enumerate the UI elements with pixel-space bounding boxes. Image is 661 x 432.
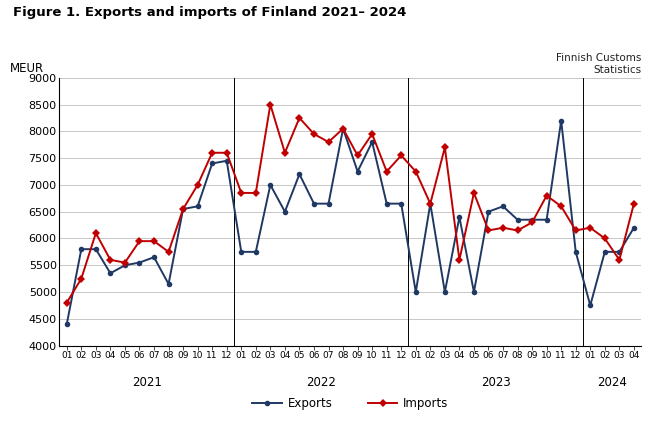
Exports bbox=[368, 140, 376, 145]
Text: 2024: 2024 bbox=[597, 376, 627, 389]
Imports bbox=[295, 115, 303, 121]
Exports bbox=[514, 217, 522, 222]
Imports bbox=[92, 231, 100, 236]
Imports bbox=[572, 228, 580, 233]
Exports bbox=[63, 321, 71, 327]
Exports bbox=[295, 172, 303, 177]
Text: Figure 1. Exports and imports of Finland 2021– 2024: Figure 1. Exports and imports of Finland… bbox=[13, 6, 407, 19]
Exports bbox=[528, 217, 536, 222]
Exports bbox=[252, 249, 260, 254]
Text: MEUR: MEUR bbox=[10, 62, 44, 75]
Imports bbox=[543, 193, 551, 198]
Exports bbox=[354, 169, 362, 174]
Imports bbox=[339, 126, 347, 131]
Exports bbox=[441, 289, 449, 295]
Exports bbox=[92, 247, 100, 252]
Imports bbox=[368, 131, 376, 137]
Exports bbox=[455, 214, 463, 219]
Line: Imports: Imports bbox=[64, 102, 637, 305]
Exports bbox=[557, 118, 565, 123]
Text: 2023: 2023 bbox=[481, 376, 511, 389]
Imports bbox=[412, 169, 420, 174]
Exports bbox=[325, 201, 332, 206]
Text: Finnish Customs
Statistics: Finnish Customs Statistics bbox=[556, 53, 641, 75]
Exports bbox=[383, 201, 391, 206]
Imports bbox=[601, 236, 609, 241]
Exports bbox=[615, 249, 623, 254]
Text: 2022: 2022 bbox=[306, 376, 336, 389]
Imports bbox=[165, 249, 173, 254]
Exports bbox=[136, 260, 143, 265]
Imports bbox=[223, 150, 231, 156]
Imports bbox=[106, 257, 114, 263]
Imports bbox=[63, 300, 71, 305]
Imports bbox=[150, 238, 158, 244]
Imports bbox=[136, 238, 143, 244]
Exports bbox=[470, 289, 478, 295]
Line: Exports: Exports bbox=[64, 118, 637, 327]
Imports bbox=[77, 276, 85, 281]
Imports bbox=[354, 153, 362, 158]
Imports bbox=[485, 228, 492, 233]
Imports bbox=[441, 145, 449, 150]
Imports bbox=[383, 169, 391, 174]
Legend: Exports, Imports: Exports, Imports bbox=[247, 392, 453, 415]
Imports bbox=[499, 225, 507, 230]
Exports bbox=[121, 263, 129, 268]
Exports bbox=[266, 182, 274, 187]
Exports bbox=[150, 254, 158, 260]
Imports bbox=[586, 225, 594, 230]
Text: 2021: 2021 bbox=[132, 376, 162, 389]
Exports bbox=[223, 158, 231, 163]
Exports bbox=[485, 209, 492, 214]
Exports bbox=[426, 201, 434, 206]
Exports bbox=[601, 249, 609, 254]
Exports bbox=[339, 126, 347, 131]
Exports bbox=[194, 204, 202, 209]
Exports bbox=[77, 247, 85, 252]
Imports bbox=[121, 260, 129, 265]
Imports bbox=[615, 257, 623, 263]
Imports bbox=[514, 228, 522, 233]
Imports bbox=[179, 206, 187, 212]
Imports bbox=[281, 150, 289, 156]
Imports bbox=[397, 153, 405, 158]
Exports bbox=[586, 303, 594, 308]
Exports bbox=[106, 271, 114, 276]
Exports bbox=[208, 161, 216, 166]
Exports bbox=[543, 217, 551, 222]
Imports bbox=[455, 257, 463, 263]
Imports bbox=[630, 201, 638, 206]
Imports bbox=[557, 204, 565, 209]
Exports bbox=[499, 204, 507, 209]
Imports bbox=[426, 201, 434, 206]
Imports bbox=[208, 150, 216, 156]
Exports bbox=[310, 201, 318, 206]
Imports bbox=[194, 182, 202, 187]
Exports bbox=[179, 206, 187, 212]
Imports bbox=[252, 191, 260, 196]
Exports bbox=[630, 225, 638, 230]
Exports bbox=[281, 209, 289, 214]
Imports bbox=[528, 220, 536, 225]
Exports bbox=[165, 281, 173, 286]
Imports bbox=[470, 191, 478, 196]
Exports bbox=[572, 249, 580, 254]
Imports bbox=[310, 131, 318, 137]
Imports bbox=[237, 191, 245, 196]
Exports bbox=[397, 201, 405, 206]
Exports bbox=[412, 289, 420, 295]
Imports bbox=[325, 140, 332, 145]
Exports bbox=[237, 249, 245, 254]
Imports bbox=[266, 102, 274, 107]
